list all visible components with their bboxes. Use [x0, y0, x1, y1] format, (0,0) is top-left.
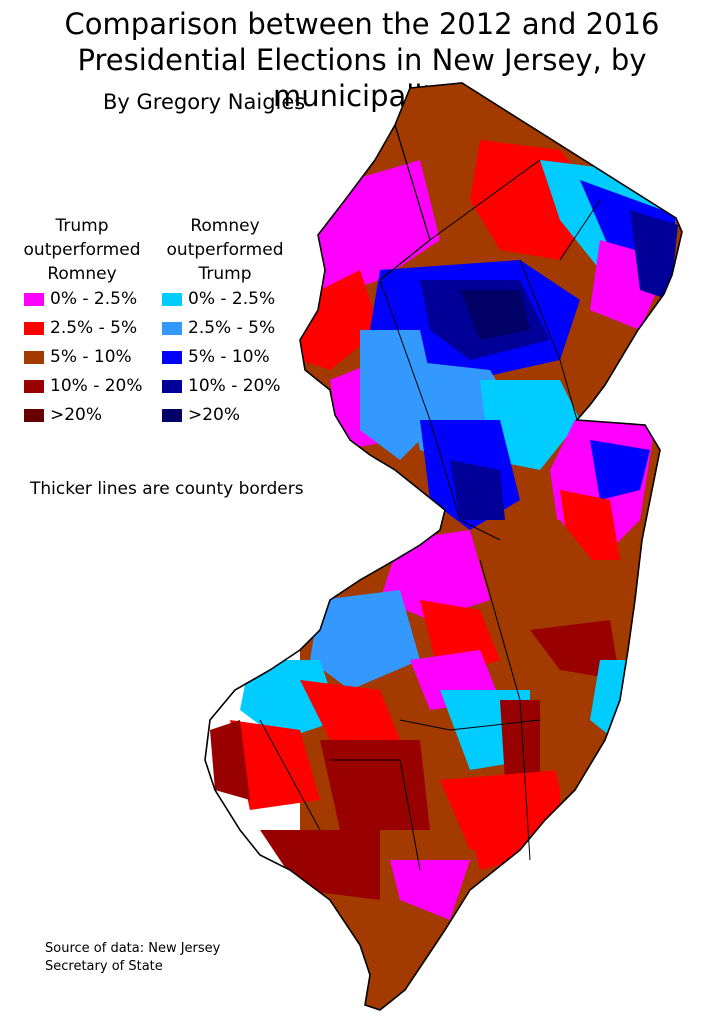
region-capemay-magenta — [390, 860, 470, 920]
legend-label: 10% - 20% — [188, 376, 281, 396]
county-borders — [204, 82, 683, 1011]
legend-heading-trump: Trump outperformed Romney — [22, 214, 142, 286]
region-salem-darkred — [210, 720, 250, 800]
source-line-1: Source of data: New Jersey — [45, 941, 221, 956]
legend-label: >20% — [50, 405, 103, 425]
legend-heading-romney-line: Romney — [190, 216, 260, 236]
legend-swatch — [24, 408, 44, 422]
region-mercer-navy — [450, 460, 505, 520]
region-core-darknavy — [460, 290, 530, 340]
title-line-1: Comparison between the 2012 and 2016 — [64, 7, 660, 41]
region-ocean-darkred — [530, 620, 620, 680]
legend-heading-trump-line: Trump — [55, 216, 109, 236]
legend-heading-romney: Romney outperformed Trump — [160, 214, 290, 286]
region-cumberland-darkred — [320, 740, 430, 830]
region-gloucester-cyan — [240, 660, 340, 740]
legend-label: 5% - 10% — [50, 347, 132, 367]
legend-heading-trump-line: outperformed — [23, 240, 141, 260]
map-title: Comparison between the 2012 and 2016 Pre… — [0, 6, 724, 114]
region-salem-red — [230, 720, 320, 810]
region-pinelands-darkred — [500, 700, 540, 780]
author-credit: By Gregory Naigles — [103, 90, 306, 114]
legend-item: >20% — [24, 404, 102, 426]
legend-swatch — [24, 321, 44, 335]
region-cumberland-darkred-2 — [260, 830, 380, 900]
legend-swatch — [24, 292, 44, 306]
legend-item: 10% - 20% — [24, 375, 143, 397]
legend-swatch — [24, 350, 44, 364]
legend-label: 2.5% - 5% — [50, 318, 138, 338]
legend-item: 5% - 10% — [24, 346, 132, 368]
legend-item: >20% — [162, 404, 240, 426]
legend-item: 2.5% - 5% — [162, 317, 275, 339]
legend-item: 0% - 2.5% — [24, 288, 137, 310]
legend-heading-trump-line: Romney — [47, 264, 117, 284]
legend-item: 10% - 20% — [162, 375, 281, 397]
region-camden-blue — [310, 590, 420, 690]
legend-label: 5% - 10% — [188, 347, 270, 367]
source-note: Source of data: New Jersey Secretary of … — [45, 940, 220, 976]
legend-item: 5% - 10% — [162, 346, 270, 368]
legend-label: 0% - 2.5% — [50, 289, 138, 309]
legend-swatch — [162, 321, 182, 335]
source-line-2: Secretary of State — [45, 959, 163, 974]
legend-swatch — [162, 350, 182, 364]
legend-heading-romney-line: outperformed — [166, 240, 284, 260]
legend-item: 2.5% - 5% — [24, 317, 137, 339]
legend-label: >20% — [188, 405, 241, 425]
legend-label: 0% - 2.5% — [188, 289, 276, 309]
legend-swatch — [162, 292, 182, 306]
legend-label: 2.5% - 5% — [188, 318, 276, 338]
legend-label: 10% - 20% — [50, 376, 143, 396]
legend-swatch — [162, 408, 182, 422]
region-monmouth-blue — [590, 440, 650, 500]
region-hudson-navy — [630, 210, 678, 300]
legend-swatch — [162, 379, 182, 393]
county-border-note: Thicker lines are county borders — [30, 479, 304, 499]
legend-item: 0% - 2.5% — [162, 288, 275, 310]
legend-heading-romney-line: Trump — [198, 264, 252, 284]
legend-swatch — [24, 379, 44, 393]
